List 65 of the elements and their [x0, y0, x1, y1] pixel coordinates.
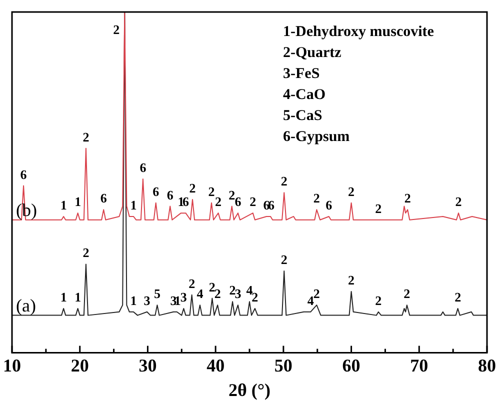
annotation: 6 [182, 194, 190, 210]
annotation: 6 [166, 187, 174, 202]
annotation: 2 [280, 252, 288, 268]
annotation: 6-Gypsum [283, 129, 350, 145]
x-tick-label: 40 [206, 355, 225, 376]
annotation: 2 [375, 200, 382, 216]
annotation: 2 [313, 286, 320, 302]
annotation: 2 [215, 194, 222, 210]
x-tick-label: 50 [274, 355, 292, 376]
annotation: 4 [307, 292, 314, 308]
annotation: 2 [454, 289, 462, 304]
annotation: 2 [214, 286, 221, 302]
annotation: 2 [375, 292, 382, 308]
annotation: 6 [152, 184, 160, 199]
annotation: 4 [246, 282, 254, 298]
annotation: 2 [82, 129, 90, 144]
annotation: 2 [188, 276, 196, 291]
annotation: 2 [313, 190, 320, 206]
x-tick-label: 80 [478, 355, 496, 376]
annotation: 2 [208, 184, 215, 199]
annotation: 2 [228, 187, 236, 202]
annotation: 2 [229, 282, 236, 298]
x-tick-label: 70 [410, 355, 428, 376]
annotation: 6 [263, 197, 270, 212]
annotation: 1 [130, 197, 137, 212]
annotation: 1 [178, 194, 184, 210]
annotation: 3 [234, 286, 242, 302]
annotation: 2 [455, 194, 462, 210]
annotation: 6 [234, 194, 242, 210]
x-tick-label: 60 [342, 355, 360, 376]
annotation: 3-FeS [283, 66, 320, 82]
annotation: 2 [250, 194, 256, 210]
annotation: 2 [280, 174, 288, 189]
annotation: 1 [130, 292, 137, 308]
annotation: 6 [268, 197, 275, 212]
x-tick-label: 20 [70, 355, 89, 376]
annotation: 2 [208, 279, 216, 294]
annotation: 5 [154, 286, 161, 302]
annotation: 1 [60, 289, 67, 304]
annotation: 5-CaS [283, 108, 322, 124]
annotation: 1 [74, 289, 82, 304]
x-tick-label: 10 [3, 355, 21, 376]
annotation: 2 [189, 180, 196, 196]
annotation: 2 [113, 22, 120, 37]
annotation: 1 [74, 194, 82, 210]
annotation: 4 [196, 286, 204, 302]
annotation: 6 [140, 160, 147, 175]
annotation: 2 [82, 245, 90, 260]
annotation: 2-Quartz [283, 45, 342, 61]
annotation: 2 [404, 286, 410, 302]
annotation: 1-Dehydroxy muscovite [283, 24, 434, 40]
annotation: 6 [326, 197, 333, 212]
annotation: 1 [60, 197, 67, 212]
annotation: 4-CaO [283, 87, 326, 103]
annotation: 6 [100, 190, 108, 206]
annotation: 2 [404, 190, 411, 206]
annotation: 6 [20, 166, 28, 182]
annotation: 3 [180, 289, 188, 304]
x-axis-title: 2θ (°) [228, 380, 271, 400]
series-label: (a) [16, 295, 36, 316]
annotation: 2 [348, 272, 355, 288]
annotation: 3 [144, 292, 151, 308]
annotation: 2 [252, 289, 258, 304]
annotation: 2 [348, 184, 355, 199]
x-tick-label: 30 [138, 355, 157, 376]
